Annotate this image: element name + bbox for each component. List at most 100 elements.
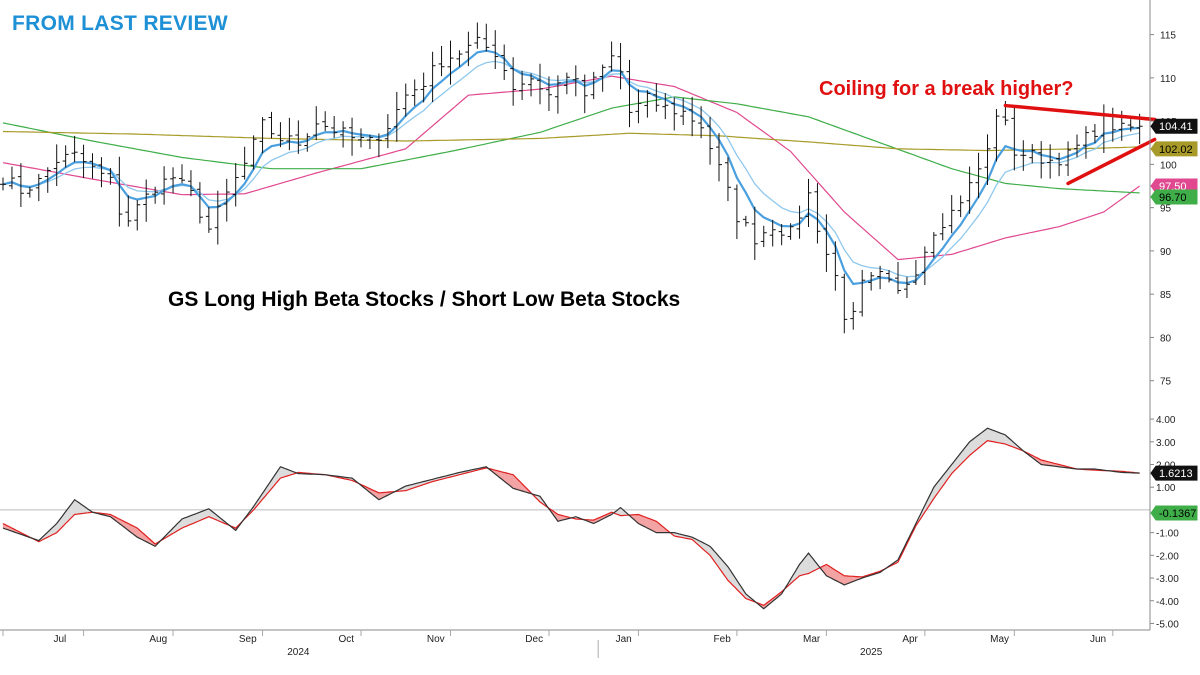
macd-histogram-fill [195,512,198,523]
macd-histogram-fill [184,517,187,528]
review-header: FROM LAST REVIEW [12,12,228,35]
price-bar [17,163,24,207]
price-bar [850,302,857,330]
price-bar [107,168,114,185]
annotation-callout: Coiling for a break higher? [819,78,1074,100]
price-bar [349,117,356,156]
price-bar [635,89,642,124]
price-bar [537,63,543,105]
ma-line-ma_pink [2,75,1140,261]
price-bar [841,273,848,334]
price-bar [975,152,982,199]
month-label: Jan [616,634,632,645]
price-bar [930,232,937,258]
price-bar [62,145,69,168]
year-label: 2024 [287,647,310,658]
price-bar [805,178,812,227]
macd-tick-label: 3.00 [1156,438,1176,449]
price-bar [984,134,991,185]
price-bar [465,31,472,67]
price-bar [89,153,96,179]
price-bar [187,170,194,197]
price-bar [170,167,177,194]
price-bar [384,114,391,149]
price-bar [331,115,338,138]
price-bar [912,259,919,285]
price-bar [438,45,445,77]
price-bar [26,186,33,198]
macd-tick-label: -1.00 [1156,529,1179,540]
macd-histogram-fill [998,432,1002,444]
price-bar [939,213,946,241]
price-bar [295,120,302,154]
price-tick-label: 110 [1160,74,1176,85]
svg-text:96.70: 96.70 [1159,192,1187,204]
price-tick-label: 100 [1160,160,1177,171]
price-bar [393,91,400,142]
price-bar [116,156,123,227]
price-bar [903,276,910,299]
price-bar [358,128,364,148]
macd-histogram-fill [987,427,990,442]
month-label: May [990,634,1009,645]
price-bar [483,23,490,52]
price-bar [886,270,893,283]
macd-histogram-fill [282,467,286,478]
price-bar [492,30,499,70]
price-bar [769,219,776,247]
price-bar [501,44,508,81]
month-label: Jul [53,634,66,645]
macd-histogram-fill [1003,433,1006,445]
macd-tick-label: 1.00 [1156,483,1176,494]
price-bar [707,116,714,165]
price-bar [1082,126,1089,159]
month-label: Sep [239,634,257,645]
price-bar [447,40,454,85]
month-label: Oct [338,634,354,645]
macd-tick-label: -2.00 [1156,551,1179,562]
price-bar [751,206,758,260]
macd-histogram-fill [280,466,283,479]
price-bar [653,83,660,112]
price-bar [277,122,284,148]
macd-histogram-fill [74,499,77,515]
price-bar [1074,134,1080,158]
price-bar [161,166,168,205]
price-value-tag: 96.70 [1150,189,1198,205]
price-bar [644,90,651,118]
price-bar [313,106,320,141]
svg-text:104.41: 104.41 [1159,121,1193,133]
price-tick-label: 95 [1160,204,1172,215]
price-bar [617,42,624,90]
macd-histogram-fill [1000,433,1004,444]
price-bar [1065,141,1072,176]
price-bar [98,157,105,188]
price-bar [179,164,185,184]
price-bar [304,133,311,152]
price-bar [554,75,561,114]
ema-fast-line [2,49,1140,286]
macd-histogram-fill [989,428,993,442]
price-bar [787,223,794,240]
price-tick-label: 80 [1160,333,1172,344]
price-bar [510,57,517,106]
price-bar [742,215,749,227]
price-bar [268,111,275,139]
price-bar [760,225,767,248]
price-bar [250,135,257,170]
price-bar [698,106,705,139]
price-bar [778,223,785,246]
month-label: Jun [1090,634,1106,645]
price-bar [1109,107,1116,142]
price-bar [724,157,731,202]
price-bar [590,71,597,100]
month-label: Mar [803,634,821,645]
macd-histogram-fill [190,514,194,525]
price-bar [921,246,928,286]
price-bar [322,111,329,131]
price-bar [80,144,87,179]
price-bar [35,173,42,202]
price-bar [134,200,141,231]
price-bar [429,51,436,103]
year-label: 2025 [860,647,883,658]
